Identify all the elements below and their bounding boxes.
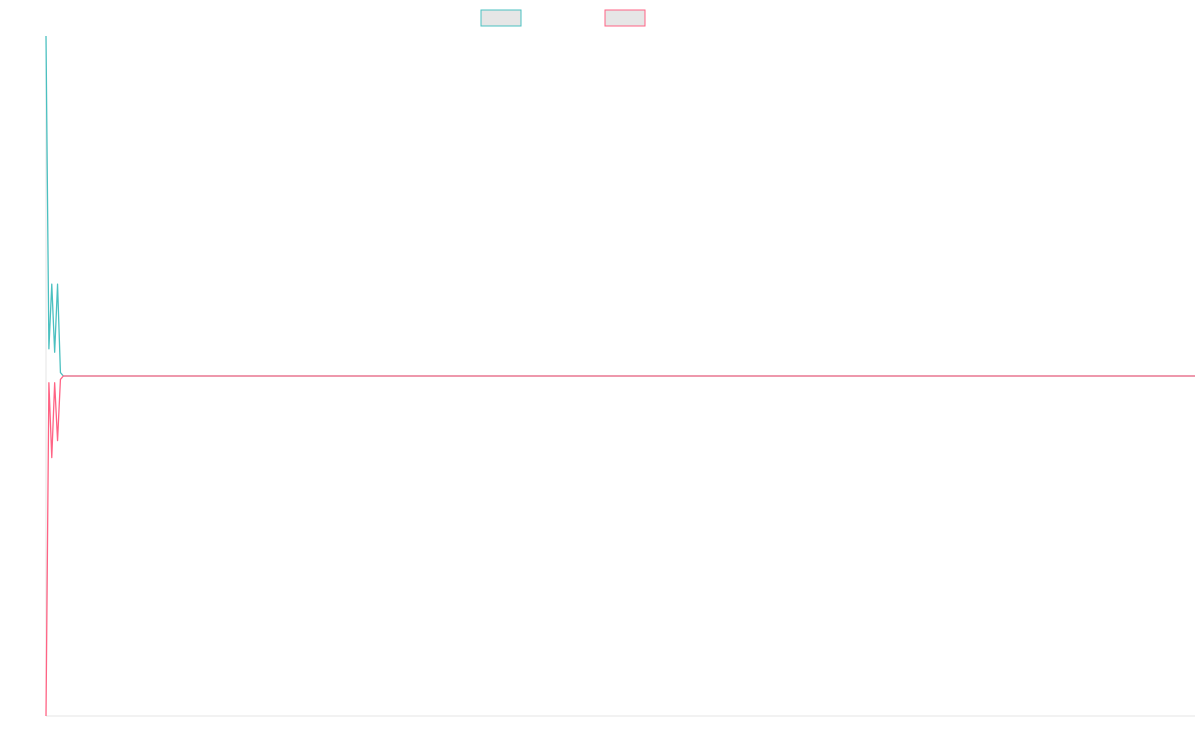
legend-swatch-2[interactable] (604, 9, 646, 27)
plot-area (45, 35, 1195, 717)
legend[interactable] (480, 9, 646, 27)
series-line-2 (45, 375, 1195, 717)
series-line-1 (45, 35, 1195, 377)
legend-swatch-1[interactable] (480, 9, 522, 27)
